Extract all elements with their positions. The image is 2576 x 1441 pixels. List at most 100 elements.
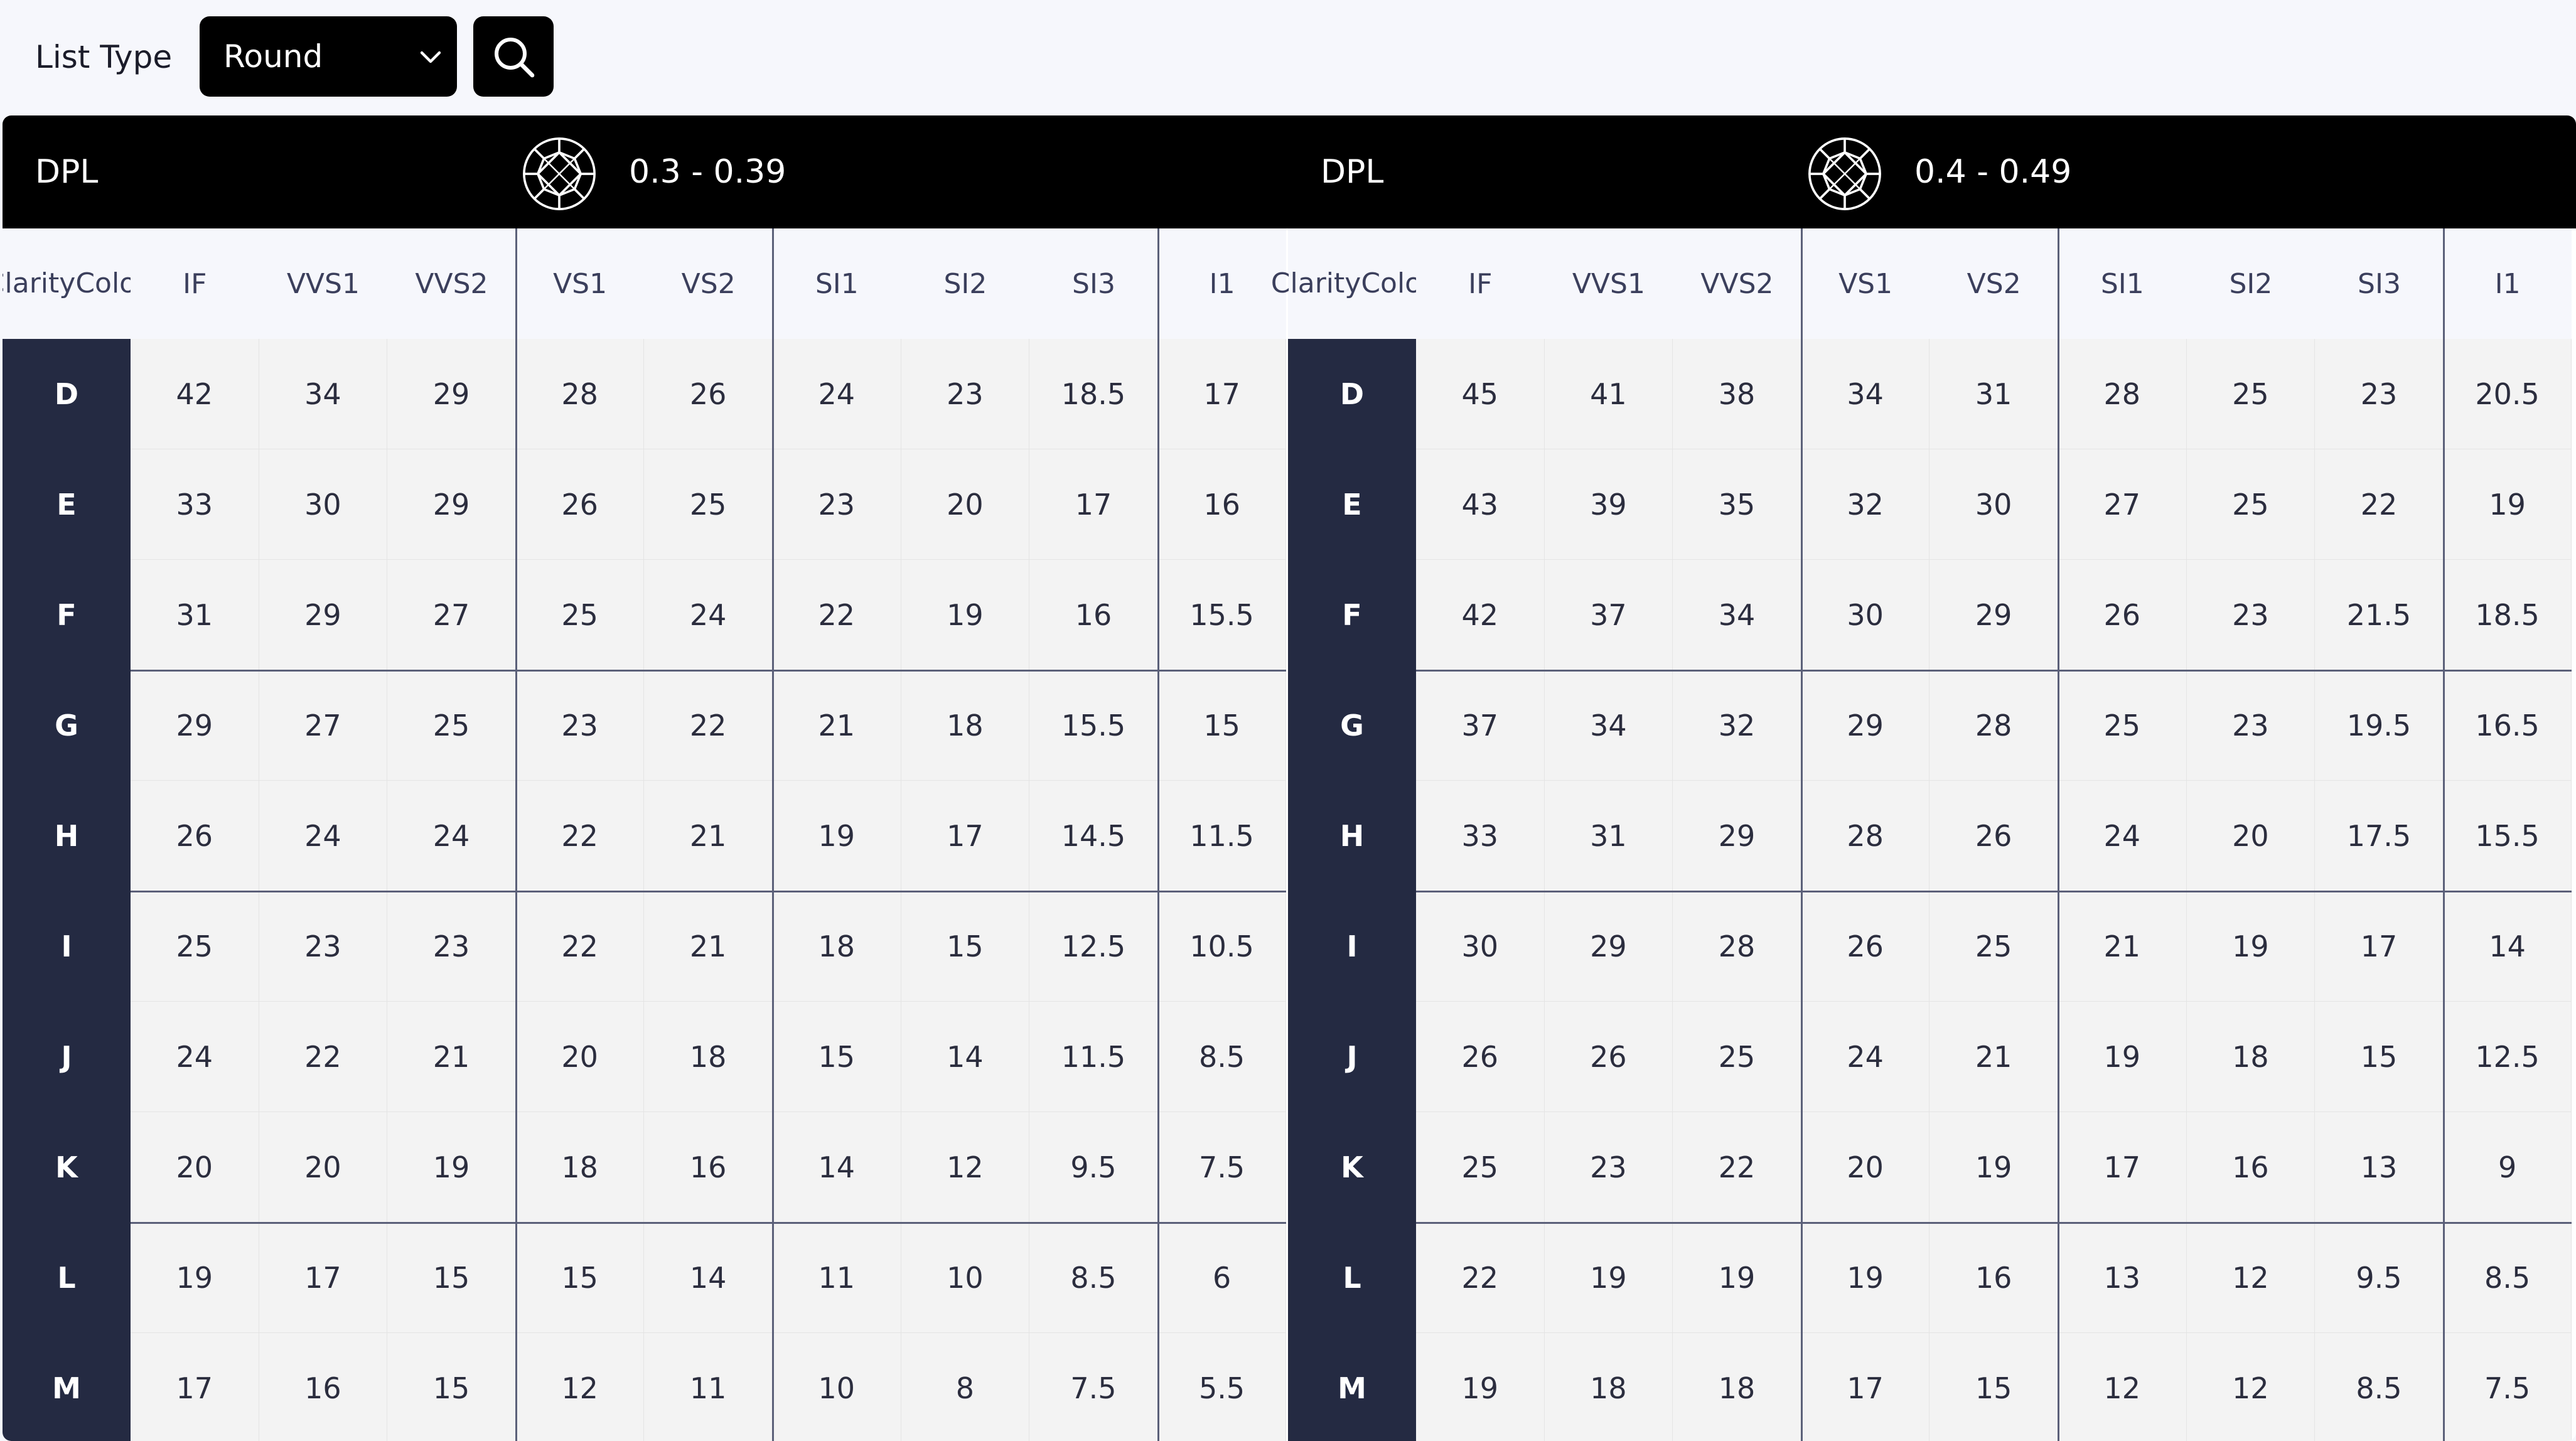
price-cell[interactable]: 26 [515, 449, 645, 560]
price-cell[interactable]: 22 [515, 781, 645, 891]
price-cell[interactable]: 38 [1673, 339, 1801, 449]
price-cell[interactable]: 21.5 [2315, 560, 2444, 670]
price-cell[interactable]: 29 [1929, 560, 2058, 670]
price-cell[interactable]: 11 [773, 1223, 901, 1333]
price-cell[interactable]: 23 [387, 891, 516, 1002]
price-cell[interactable]: 21 [644, 781, 773, 891]
price-cell[interactable]: 14 [2443, 891, 2572, 1002]
price-cell[interactable]: 12 [2186, 1333, 2316, 1441]
price-cell[interactable]: 11.5 [1029, 1002, 1158, 1112]
price-cell[interactable]: 15 [773, 1002, 901, 1112]
price-cell[interactable]: 8 [901, 1333, 1030, 1441]
price-cell[interactable]: 33 [131, 449, 259, 560]
price-cell[interactable]: 24 [773, 339, 901, 449]
price-cell[interactable]: 11.5 [1157, 781, 1287, 891]
price-cell[interactable]: 12.5 [2443, 1002, 2572, 1112]
price-cell[interactable]: 19 [387, 1112, 516, 1223]
price-cell[interactable]: 39 [1544, 449, 1673, 560]
price-cell[interactable]: 30 [1416, 891, 1545, 1002]
price-cell[interactable]: 24 [644, 560, 773, 670]
price-cell[interactable]: 14.5 [1029, 781, 1158, 891]
price-cell[interactable]: 20 [259, 1112, 388, 1223]
list-type-select[interactable]: Round [200, 16, 457, 97]
price-cell[interactable]: 20 [515, 1002, 645, 1112]
price-cell[interactable]: 7.5 [1157, 1112, 1287, 1223]
price-cell[interactable]: 19 [901, 560, 1030, 670]
price-cell[interactable]: 12 [2186, 1223, 2316, 1333]
price-cell[interactable]: 7.5 [2443, 1333, 2572, 1441]
price-cell[interactable]: 16 [2186, 1112, 2316, 1223]
price-cell[interactable]: 5.5 [1157, 1333, 1287, 1441]
price-cell[interactable]: 19 [131, 1223, 259, 1333]
price-cell[interactable]: 22 [644, 670, 773, 781]
price-cell[interactable]: 19 [1929, 1112, 2058, 1223]
price-cell[interactable]: 15 [901, 891, 1030, 1002]
price-cell[interactable]: 20 [1801, 1112, 1930, 1223]
price-cell[interactable]: 26 [2058, 560, 2187, 670]
price-cell[interactable]: 15.5 [1029, 670, 1158, 781]
price-cell[interactable]: 9.5 [2315, 1223, 2444, 1333]
price-cell[interactable]: 35 [1673, 449, 1801, 560]
price-cell[interactable]: 24 [1801, 1002, 1930, 1112]
price-cell[interactable]: 8.5 [1157, 1002, 1287, 1112]
price-cell[interactable]: 20 [901, 449, 1030, 560]
price-cell[interactable]: 21 [773, 670, 901, 781]
price-cell[interactable]: 16 [644, 1112, 773, 1223]
price-cell[interactable]: 20 [131, 1112, 259, 1223]
price-cell[interactable]: 26 [1801, 891, 1930, 1002]
price-cell[interactable]: 25 [2186, 339, 2316, 449]
price-cell[interactable]: 42 [1416, 560, 1545, 670]
price-cell[interactable]: 25 [644, 449, 773, 560]
price-cell[interactable]: 34 [1544, 670, 1673, 781]
price-cell[interactable]: 17.5 [2315, 781, 2444, 891]
price-cell[interactable]: 34 [1673, 560, 1801, 670]
price-cell[interactable]: 29 [387, 449, 516, 560]
price-cell[interactable]: 18 [2186, 1002, 2316, 1112]
price-cell[interactable]: 26 [1929, 781, 2058, 891]
price-cell[interactable]: 8.5 [1029, 1223, 1158, 1333]
price-cell[interactable]: 24 [259, 781, 388, 891]
price-cell[interactable]: 33 [1416, 781, 1545, 891]
price-cell[interactable]: 15 [1929, 1333, 2058, 1441]
price-cell[interactable]: 22 [1416, 1223, 1545, 1333]
price-cell[interactable]: 8.5 [2315, 1333, 2444, 1441]
price-cell[interactable]: 18 [515, 1112, 645, 1223]
price-cell[interactable]: 18 [1544, 1333, 1673, 1441]
price-cell[interactable]: 9.5 [1029, 1112, 1158, 1223]
price-cell[interactable]: 22 [773, 560, 901, 670]
price-cell[interactable]: 15 [387, 1333, 516, 1441]
price-cell[interactable]: 11 [644, 1333, 773, 1441]
price-cell[interactable]: 18 [901, 670, 1030, 781]
price-cell[interactable]: 28 [2058, 339, 2187, 449]
price-cell[interactable]: 29 [1673, 781, 1801, 891]
price-cell[interactable]: 18.5 [1029, 339, 1158, 449]
price-cell[interactable]: 23 [515, 670, 645, 781]
price-cell[interactable]: 25 [1673, 1002, 1801, 1112]
price-cell[interactable]: 28 [1673, 891, 1801, 1002]
price-cell[interactable]: 43 [1416, 449, 1545, 560]
price-cell[interactable]: 27 [387, 560, 516, 670]
price-cell[interactable]: 16 [1029, 560, 1158, 670]
price-cell[interactable]: 25 [1929, 891, 2058, 1002]
price-cell[interactable]: 21 [387, 1002, 516, 1112]
search-button[interactable] [473, 16, 554, 97]
price-cell[interactable]: 34 [1801, 339, 1930, 449]
price-cell[interactable]: 29 [131, 670, 259, 781]
price-cell[interactable]: 15 [1157, 670, 1287, 781]
price-cell[interactable]: 26 [1416, 1002, 1545, 1112]
price-cell[interactable]: 19 [1673, 1223, 1801, 1333]
price-cell[interactable]: 14 [901, 1002, 1030, 1112]
price-cell[interactable]: 19 [2443, 449, 2572, 560]
price-cell[interactable]: 19 [2186, 891, 2316, 1002]
price-cell[interactable]: 25 [387, 670, 516, 781]
price-cell[interactable]: 17 [1157, 339, 1287, 449]
price-cell[interactable]: 17 [901, 781, 1030, 891]
price-cell[interactable]: 21 [1929, 1002, 2058, 1112]
price-cell[interactable]: 28 [1801, 781, 1930, 891]
price-cell[interactable]: 42 [131, 339, 259, 449]
price-cell[interactable]: 8.5 [2443, 1223, 2572, 1333]
price-cell[interactable]: 24 [2058, 781, 2187, 891]
price-cell[interactable]: 12 [901, 1112, 1030, 1223]
price-cell[interactable]: 19 [773, 781, 901, 891]
price-cell[interactable]: 23 [2186, 560, 2316, 670]
